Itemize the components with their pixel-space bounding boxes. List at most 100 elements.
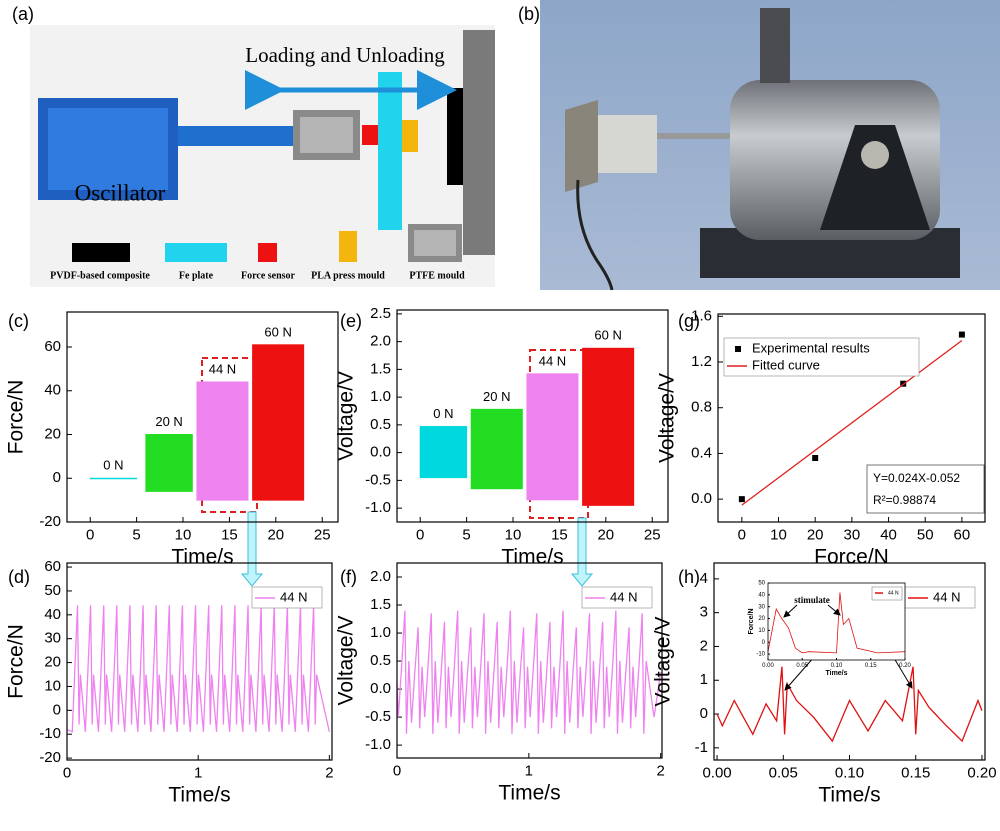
y-tick-label: 30	[44, 630, 61, 647]
y-tick-label: 1.0	[370, 388, 391, 405]
legend-label: Fe plate	[179, 270, 214, 281]
data-point	[738, 496, 745, 503]
y-tick-label: 1.0	[370, 624, 391, 641]
y-tick-label: -10	[39, 725, 61, 742]
y-tick-label: 0	[53, 469, 61, 486]
legend-box	[251, 586, 323, 609]
y-tick-label: 60	[44, 338, 61, 355]
motion-label: Loading and Unloading	[245, 43, 445, 67]
y-tick-label: 2.0	[370, 333, 391, 350]
legend-swatch	[165, 243, 227, 262]
series-label: 60 N	[264, 324, 291, 339]
mould	[595, 115, 657, 173]
series-label: 44 N	[539, 353, 566, 368]
plot-frame	[66, 311, 339, 523]
x-tick-label: 30	[844, 526, 861, 543]
plot-frame	[66, 562, 333, 761]
bolt	[861, 141, 889, 169]
plot-frame	[713, 562, 986, 761]
legend-swatch	[72, 243, 130, 262]
legend-label: 44 N	[610, 589, 637, 604]
legend-label: PTFE mould	[409, 270, 465, 281]
plot-frame	[396, 309, 669, 523]
legend-box	[723, 337, 920, 377]
signal-band	[89, 477, 138, 480]
y-tick-label: 10	[758, 628, 765, 634]
pla-mould	[402, 120, 418, 152]
rod	[655, 133, 730, 139]
panel-label: (d)	[8, 567, 30, 587]
legend-label: 44 N	[888, 590, 899, 596]
x-tick-label: 0.10	[835, 764, 864, 781]
y-tick-label: 60	[44, 558, 61, 575]
x-axis-label: Time/s	[168, 784, 230, 807]
data-line	[767, 592, 906, 654]
y-tick-label: 0	[700, 705, 708, 722]
x-tick-label: 2	[325, 764, 333, 781]
x-tick-label: 0	[393, 762, 401, 779]
y-tick-label: 10	[44, 677, 61, 694]
x-tick-label: 0.20	[899, 663, 911, 669]
x-tick-label: 2	[657, 762, 665, 779]
data-line	[396, 610, 662, 734]
series-label: 0 N	[433, 406, 453, 421]
x-axis-label: Time/s	[498, 782, 560, 805]
y-tick-label: 0	[53, 701, 61, 718]
y-tick-label: 20	[758, 616, 765, 622]
x-tick-label: 10	[770, 526, 787, 543]
y-axis-label: Voltage/V	[656, 373, 679, 463]
x-tick-label: 20	[597, 526, 614, 543]
y-tick-label: 50	[44, 582, 61, 599]
y-tick-label: 50	[758, 581, 765, 587]
x-axis-label: Time/s	[818, 784, 880, 807]
annotation-arrow	[783, 604, 798, 618]
y-tick-label: 0.4	[691, 444, 712, 461]
x-tick-label: 0.10	[831, 663, 843, 669]
legend-label: PLA press mould	[311, 270, 385, 281]
y-tick-label: -1.0	[365, 736, 391, 753]
x-tick-label: 0.20	[967, 764, 996, 781]
y-tick-label: -0.5	[365, 471, 391, 488]
x-tick-label: 0	[738, 526, 746, 543]
ptfe-face	[300, 117, 353, 153]
y-tick-label: 0.8	[691, 399, 712, 416]
x-tick-label: 15	[551, 526, 568, 543]
legend-box	[581, 586, 653, 609]
signal-band	[196, 381, 249, 501]
pvdf-composite	[447, 88, 465, 185]
legend-marker	[735, 346, 741, 352]
x-tick-label: 15	[221, 526, 238, 543]
data-line	[66, 605, 331, 733]
x-tick-label: 0.05	[769, 764, 798, 781]
annotation-arrow	[827, 604, 841, 616]
y-tick-label: -20	[39, 749, 61, 766]
panel-label: (a)	[12, 4, 34, 24]
panel-label: (c)	[8, 311, 29, 331]
y-axis-label: Voltage/V	[652, 617, 675, 707]
y-axis-label: Voltage/V	[335, 371, 358, 461]
x-tick-label: 5	[132, 526, 140, 543]
y-axis-label: Force/N	[5, 624, 28, 699]
y-tick-label: 4	[700, 570, 708, 587]
fe-plate	[378, 72, 402, 230]
y-tick-label: -0.5	[365, 708, 391, 725]
plot-frame	[396, 562, 663, 759]
series-label: 44 N	[209, 361, 236, 376]
y-tick-label: -1	[695, 739, 708, 756]
series-label: 20 N	[483, 389, 510, 404]
x-tick-label: 25	[644, 526, 661, 543]
y-tick-label: 30	[758, 604, 765, 610]
x-tick-label: 20	[807, 526, 824, 543]
cable	[576, 179, 614, 291]
panel-label: (b)	[518, 4, 540, 24]
motor-connector	[760, 8, 790, 83]
x-axis-label: Time/s	[825, 670, 847, 677]
plate	[565, 100, 598, 192]
series-label: 0 N	[103, 458, 123, 473]
zoom-arrow	[570, 517, 594, 587]
y-tick-label: 1.5	[370, 360, 391, 377]
oscillator-face	[48, 108, 168, 190]
x-tick-label: 0	[416, 526, 424, 543]
